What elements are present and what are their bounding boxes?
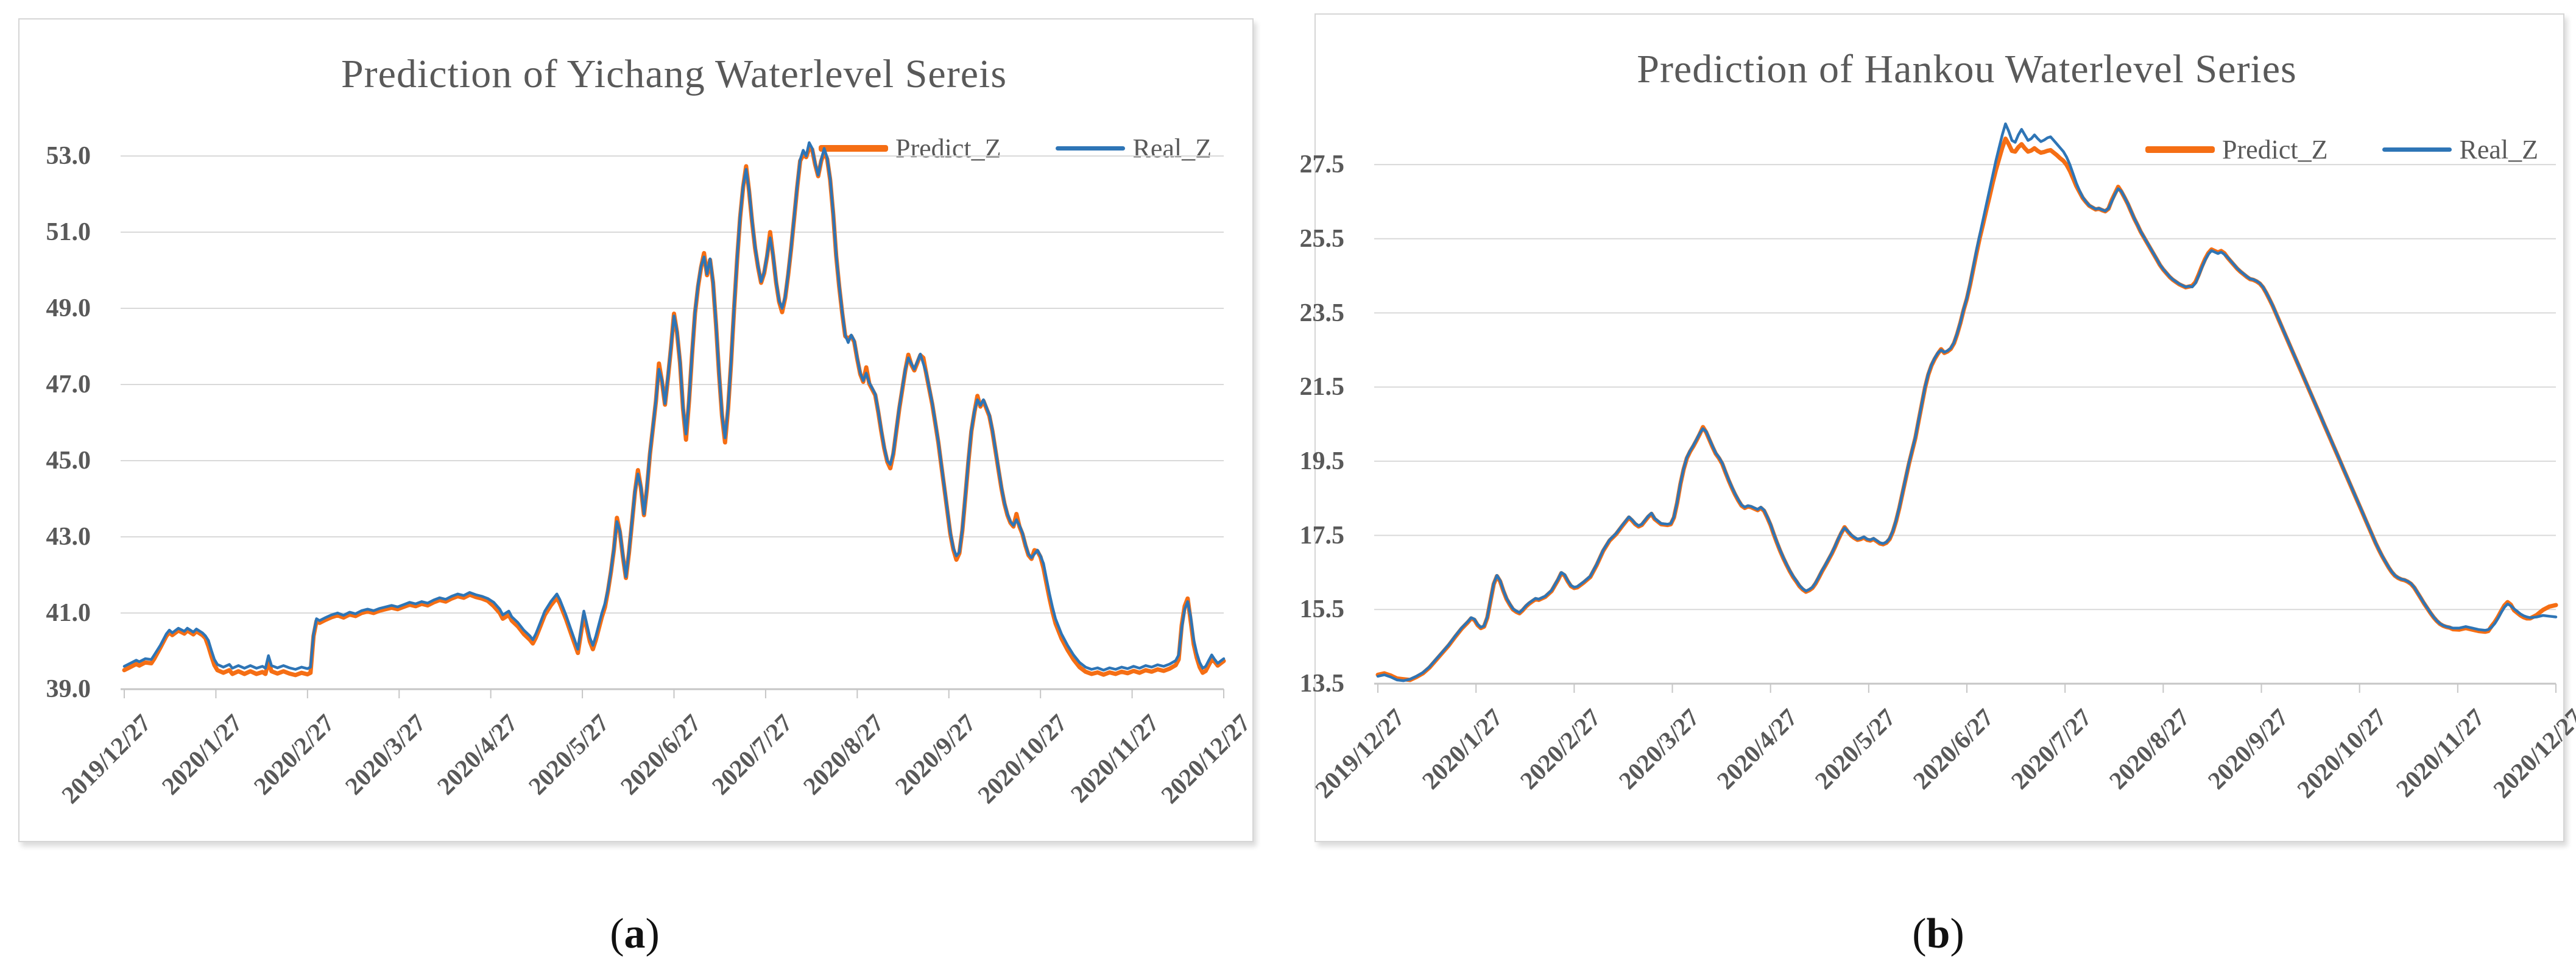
legend-item-predict: Predict_Z bbox=[2145, 134, 2328, 165]
legend-item-predict: Predict_Z bbox=[818, 133, 1001, 164]
series-line-predict_z bbox=[1375, 136, 2558, 682]
y-tick-label: 23.5 bbox=[1299, 299, 1345, 327]
chart-panel-yichang: Prediction of Yichang Waterlevel Sereis … bbox=[18, 18, 1255, 842]
legend-item-real: Real_Z bbox=[1056, 133, 1212, 164]
y-tick-label: 27.5 bbox=[1299, 151, 1345, 179]
y-tick-label: 45.0 bbox=[46, 447, 91, 475]
y-tick-label: 41.0 bbox=[46, 599, 91, 627]
plot-area-hankou: 13.5 15.5 17.5 19.5 21.5 23.5 25.5 27.5 2019/12/… bbox=[1300, 15, 2576, 841]
y-tick-label: 49.0 bbox=[46, 294, 91, 322]
series-line-real_z bbox=[1376, 122, 2558, 682]
legend-label-predict: Predict_Z bbox=[895, 133, 1001, 163]
y-tick-label: 15.5 bbox=[1299, 595, 1345, 624]
y-tick-label: 13.5 bbox=[1299, 670, 1345, 698]
legend-item-real: Real_Z bbox=[2382, 134, 2538, 165]
chart-canvas bbox=[121, 141, 1226, 698]
plot-area-yichang: 39.0 41.0 43.0 45.0 47.0 49.0 51.0 53.0 2019/12/… bbox=[19, 19, 1255, 841]
chart-title-yichang: Prediction of Yichang Waterlevel Sereis bbox=[341, 52, 1007, 96]
y-tick-label: 53.0 bbox=[46, 142, 91, 170]
chart-title-hankou: Prediction of Hankou Waterlevel Series bbox=[1637, 47, 2297, 91]
y-tick-label: 51.0 bbox=[46, 218, 91, 246]
series-line-real_z bbox=[122, 141, 1226, 672]
y-tick-label: 43.0 bbox=[46, 523, 91, 551]
legend-hankou: Predict_Z Real_Z bbox=[1378, 134, 2538, 165]
legend-label-real: Real_Z bbox=[2459, 135, 2538, 165]
legend-label-predict: Predict_Z bbox=[2221, 135, 2328, 165]
y-tick-label: 25.5 bbox=[1299, 224, 1345, 253]
legend-label-real: Real_Z bbox=[1132, 133, 1212, 163]
y-tick-label: 47.0 bbox=[46, 370, 91, 399]
y-tick-label: 39.0 bbox=[46, 675, 91, 703]
subfigure-caption-b: (b) bbox=[1912, 910, 1964, 957]
series-line-predict_z bbox=[122, 146, 1226, 678]
real-line-swatch-icon bbox=[1056, 146, 1126, 151]
y-tick-label: 17.5 bbox=[1299, 521, 1345, 550]
predict-line-swatch-icon bbox=[2145, 146, 2215, 153]
legend-yichang: Predict_Z Real_Z bbox=[124, 133, 1212, 164]
chart-panel-hankou: Prediction of Hankou Waterlevel Series P… bbox=[1300, 13, 2576, 842]
chart-canvas bbox=[1374, 122, 2558, 693]
y-tick-label: 19.5 bbox=[1299, 447, 1345, 475]
subfigure-caption-a: (a) bbox=[610, 910, 660, 957]
real-line-swatch-icon bbox=[2382, 147, 2452, 152]
y-tick-label: 21.5 bbox=[1299, 373, 1345, 402]
predict-line-swatch-icon bbox=[818, 145, 888, 152]
